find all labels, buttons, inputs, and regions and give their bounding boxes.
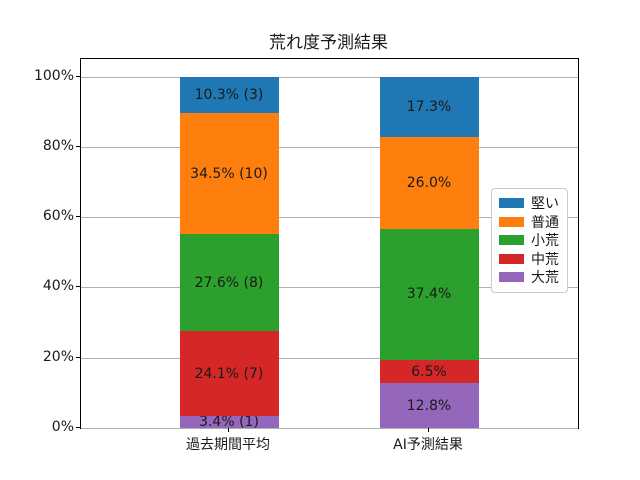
chart-title: 荒れ度予測結果: [269, 33, 388, 53]
segment-value-label: 27.6% (8): [194, 274, 264, 291]
gridline: [81, 76, 578, 78]
y-tick-mark: [76, 286, 80, 288]
legend-label: 普通: [531, 214, 559, 231]
segment-value-label: 12.8%: [406, 397, 452, 414]
bar-segment-大荒: [179, 416, 279, 428]
gridline: [81, 146, 578, 148]
y-tick-label: 0%: [51, 419, 74, 435]
y-tick-mark: [76, 75, 80, 77]
legend-label: 堅い: [531, 196, 559, 213]
legend-item: 小荒: [499, 231, 560, 250]
gridline: [81, 428, 578, 429]
segment-value-label: 6.5%: [411, 363, 447, 380]
y-tick-mark: [76, 145, 80, 147]
legend-swatch-icon: [499, 272, 524, 283]
y-tick-label: 40%: [42, 278, 74, 295]
legend-swatch-icon: [499, 216, 524, 227]
legend-item: 普通: [499, 213, 560, 232]
bar-segment-中荒: [179, 331, 279, 417]
y-tick-label: 60%: [42, 208, 74, 225]
y-tick-label: 80%: [42, 137, 74, 154]
segment-value-label: 17.3%: [406, 98, 452, 115]
gridline: [81, 287, 578, 289]
segment-value-label: 37.4%: [406, 286, 452, 303]
segment-value-label: 10.3% (3): [194, 87, 264, 104]
x-tick-label: AI予測結果: [393, 437, 463, 453]
bar-segment-中荒: [379, 360, 479, 383]
legend-swatch-icon: [499, 198, 524, 209]
bar-segment-小荒: [379, 228, 479, 361]
segment-value-label: 26.0%: [406, 175, 452, 192]
bar-segment-大荒: [379, 383, 479, 428]
x-tick-mark: [428, 428, 429, 432]
bar-segment-普通: [379, 137, 479, 229]
segment-value-label: 24.1% (7): [194, 365, 264, 382]
bar-segment-小荒: [179, 234, 279, 332]
x-tick-mark: [228, 428, 229, 432]
legend-label: 大荒: [531, 270, 559, 287]
legend-label: 小荒: [531, 233, 559, 250]
legend-item: 大荒: [499, 268, 560, 287]
y-tick-label: 100%: [33, 67, 74, 84]
legend: 堅い 普通小荒 中荒大荒: [491, 188, 568, 293]
y-tick-label: 20%: [42, 348, 74, 365]
legend-item: 堅い: [499, 194, 560, 213]
bar-segment-堅い: [179, 76, 279, 114]
segment-value-label: 3.4% (1): [199, 414, 259, 431]
bar-segment-堅い: [379, 76, 479, 138]
legend-label: 中荒: [531, 251, 559, 268]
y-tick-mark: [76, 427, 80, 428]
legend-swatch-icon: [499, 235, 524, 246]
y-tick-mark: [76, 216, 80, 218]
y-tick-mark: [76, 356, 80, 358]
x-tick-label: 過去期間平均: [186, 437, 270, 453]
legend-item: 中荒: [499, 250, 560, 269]
bar-segment-普通: [179, 113, 279, 235]
gridline: [81, 217, 578, 219]
segment-value-label: 34.5% (10): [190, 165, 268, 182]
legend-swatch-icon: [499, 253, 524, 264]
gridline: [81, 357, 578, 359]
